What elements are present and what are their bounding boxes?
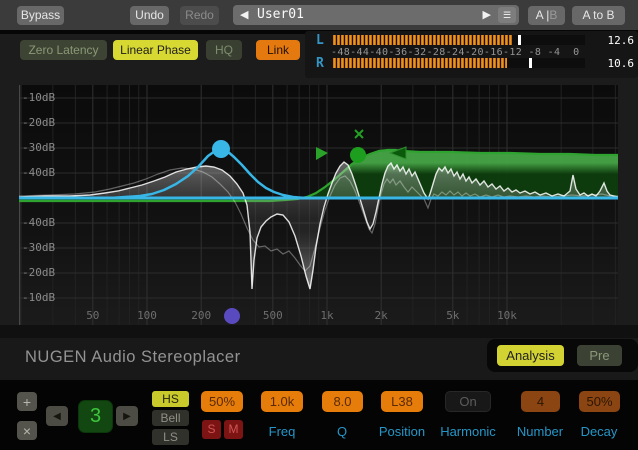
- meter-right-label: R: [316, 56, 324, 71]
- band-number-display: 3: [78, 400, 113, 433]
- link-button[interactable]: Link: [256, 40, 300, 60]
- preset-menu-icon[interactable]: ☰: [498, 7, 516, 23]
- freq-axis-label: 50: [86, 309, 100, 322]
- q-value[interactable]: 8.0: [322, 391, 363, 412]
- freq-label: Freq: [268, 424, 296, 439]
- meter-right-value: 10.6: [607, 57, 635, 70]
- harmonic-label: Harmonic: [440, 424, 496, 439]
- band-play-marker[interactable]: [316, 147, 328, 160]
- decay-label: Decay: [580, 424, 618, 439]
- freq-value[interactable]: 1.0k: [261, 391, 303, 412]
- next-band-button[interactable]: ▶: [116, 406, 138, 426]
- mix-value[interactable]: 50%: [201, 391, 243, 412]
- analysis-button[interactable]: Analysis: [497, 345, 564, 366]
- position-label: Position: [378, 424, 426, 439]
- meter-left-label: L: [316, 33, 324, 48]
- meter-left-track: [333, 35, 585, 45]
- band-flag-marker[interactable]: [388, 146, 407, 160]
- db-axis-label: -40dB: [22, 216, 56, 229]
- freq-axis-label: 5k: [446, 309, 460, 322]
- band-remove-x-icon[interactable]: [354, 129, 364, 139]
- top-bar: Bypass Undo Redo ◀ User01 ▶ ☰ A |B A to …: [0, 0, 638, 30]
- blue-band-handle[interactable]: [212, 140, 230, 158]
- undo-button[interactable]: Undo: [130, 6, 169, 25]
- mute-button[interactable]: M: [224, 420, 243, 439]
- position-value[interactable]: L38: [381, 391, 423, 412]
- add-band-button[interactable]: +: [17, 392, 37, 411]
- freq-axis-label: 100: [137, 309, 157, 322]
- db-axis-label: -10dB: [22, 291, 56, 304]
- bypass-button[interactable]: Bypass: [17, 6, 64, 25]
- meter-left-fill: [333, 35, 512, 45]
- eq-graph[interactable]: -10dB -20dB -30dB -40dB -40dB -30dB -20dB -10dB…: [19, 85, 618, 325]
- meter-panel: L R -48-44-40-36-32-28-24-20-16-12 -8 -4…: [305, 31, 638, 78]
- freq-axis-label: 1k: [320, 309, 334, 322]
- analysis-curve-faint: [19, 167, 618, 272]
- eq-graph-canvas: [19, 85, 618, 325]
- preset-prev-icon[interactable]: ◀: [240, 9, 249, 21]
- a-to-b-button[interactable]: A to B: [572, 6, 625, 25]
- number-label: Number: [516, 424, 564, 439]
- db-axis-label: -30dB: [22, 141, 56, 154]
- harmonic-value[interactable]: On: [445, 391, 491, 412]
- db-axis-label: -10dB: [22, 91, 56, 104]
- band-control-bar: + × ◀ 3 ▶ HS Bell LS 50% S M 1.0k Freq 8…: [0, 380, 638, 450]
- ab-toggle-button[interactable]: A |B: [528, 6, 565, 25]
- freq-axis-label: 10k: [497, 309, 517, 322]
- meter-right-track: [333, 58, 585, 68]
- meter-scale: -48-44-40-36-32-28-24-20-16-12 -8 -4 0: [331, 47, 580, 58]
- analysis-group: Analysis Pre: [487, 339, 638, 372]
- freq-axis-label: 200: [191, 309, 212, 322]
- purple-band-handle[interactable]: [224, 308, 240, 324]
- shape-ls-button[interactable]: LS: [152, 429, 189, 445]
- db-axis-label: -20dB: [22, 266, 56, 279]
- ab-b-label: B: [549, 8, 558, 22]
- redo-button[interactable]: Redo: [180, 6, 219, 25]
- decay-value[interactable]: 50%: [579, 391, 620, 412]
- ab-a-label: A |: [535, 8, 550, 22]
- zero-latency-button[interactable]: Zero Latency: [20, 40, 107, 60]
- meter-left-value: 12.6: [607, 34, 635, 47]
- solo-button[interactable]: S: [202, 420, 221, 439]
- linear-phase-button[interactable]: Linear Phase: [113, 40, 198, 60]
- analysis-curve: [19, 161, 618, 290]
- db-axis-label: -30dB: [22, 241, 56, 254]
- meter-right-peak-marker: [529, 58, 532, 68]
- shape-hs-button[interactable]: HS: [152, 391, 189, 407]
- preset-next-icon[interactable]: ▶: [482, 9, 491, 21]
- meter-right-fill: [333, 58, 507, 68]
- divider: [0, 325, 638, 338]
- pre-button[interactable]: Pre: [577, 345, 622, 366]
- meter-left-peak-marker: [518, 35, 521, 45]
- number-value[interactable]: 4: [521, 391, 560, 412]
- branding-bar: NUGEN Audio Stereoplacer Analysis Pre: [0, 338, 638, 380]
- freq-axis-label: 500: [262, 309, 283, 322]
- remove-band-button[interactable]: ×: [17, 421, 37, 440]
- freq-axis-label: 2k: [374, 309, 388, 322]
- prev-band-button[interactable]: ◀: [46, 406, 68, 426]
- q-label: Q: [336, 424, 348, 439]
- preset-name: User01: [257, 7, 304, 22]
- plugin-title: NUGEN Audio Stereoplacer: [25, 348, 241, 366]
- db-axis-label: -40dB: [22, 166, 56, 179]
- analysis-fill: [19, 162, 618, 289]
- hq-button[interactable]: HQ: [206, 40, 242, 60]
- preset-selector[interactable]: ◀ User01 ▶ ☰: [233, 5, 519, 25]
- db-axis-label: -20dB: [22, 116, 56, 129]
- shape-bell-button[interactable]: Bell: [152, 410, 189, 426]
- green-band-handle[interactable]: [350, 147, 366, 163]
